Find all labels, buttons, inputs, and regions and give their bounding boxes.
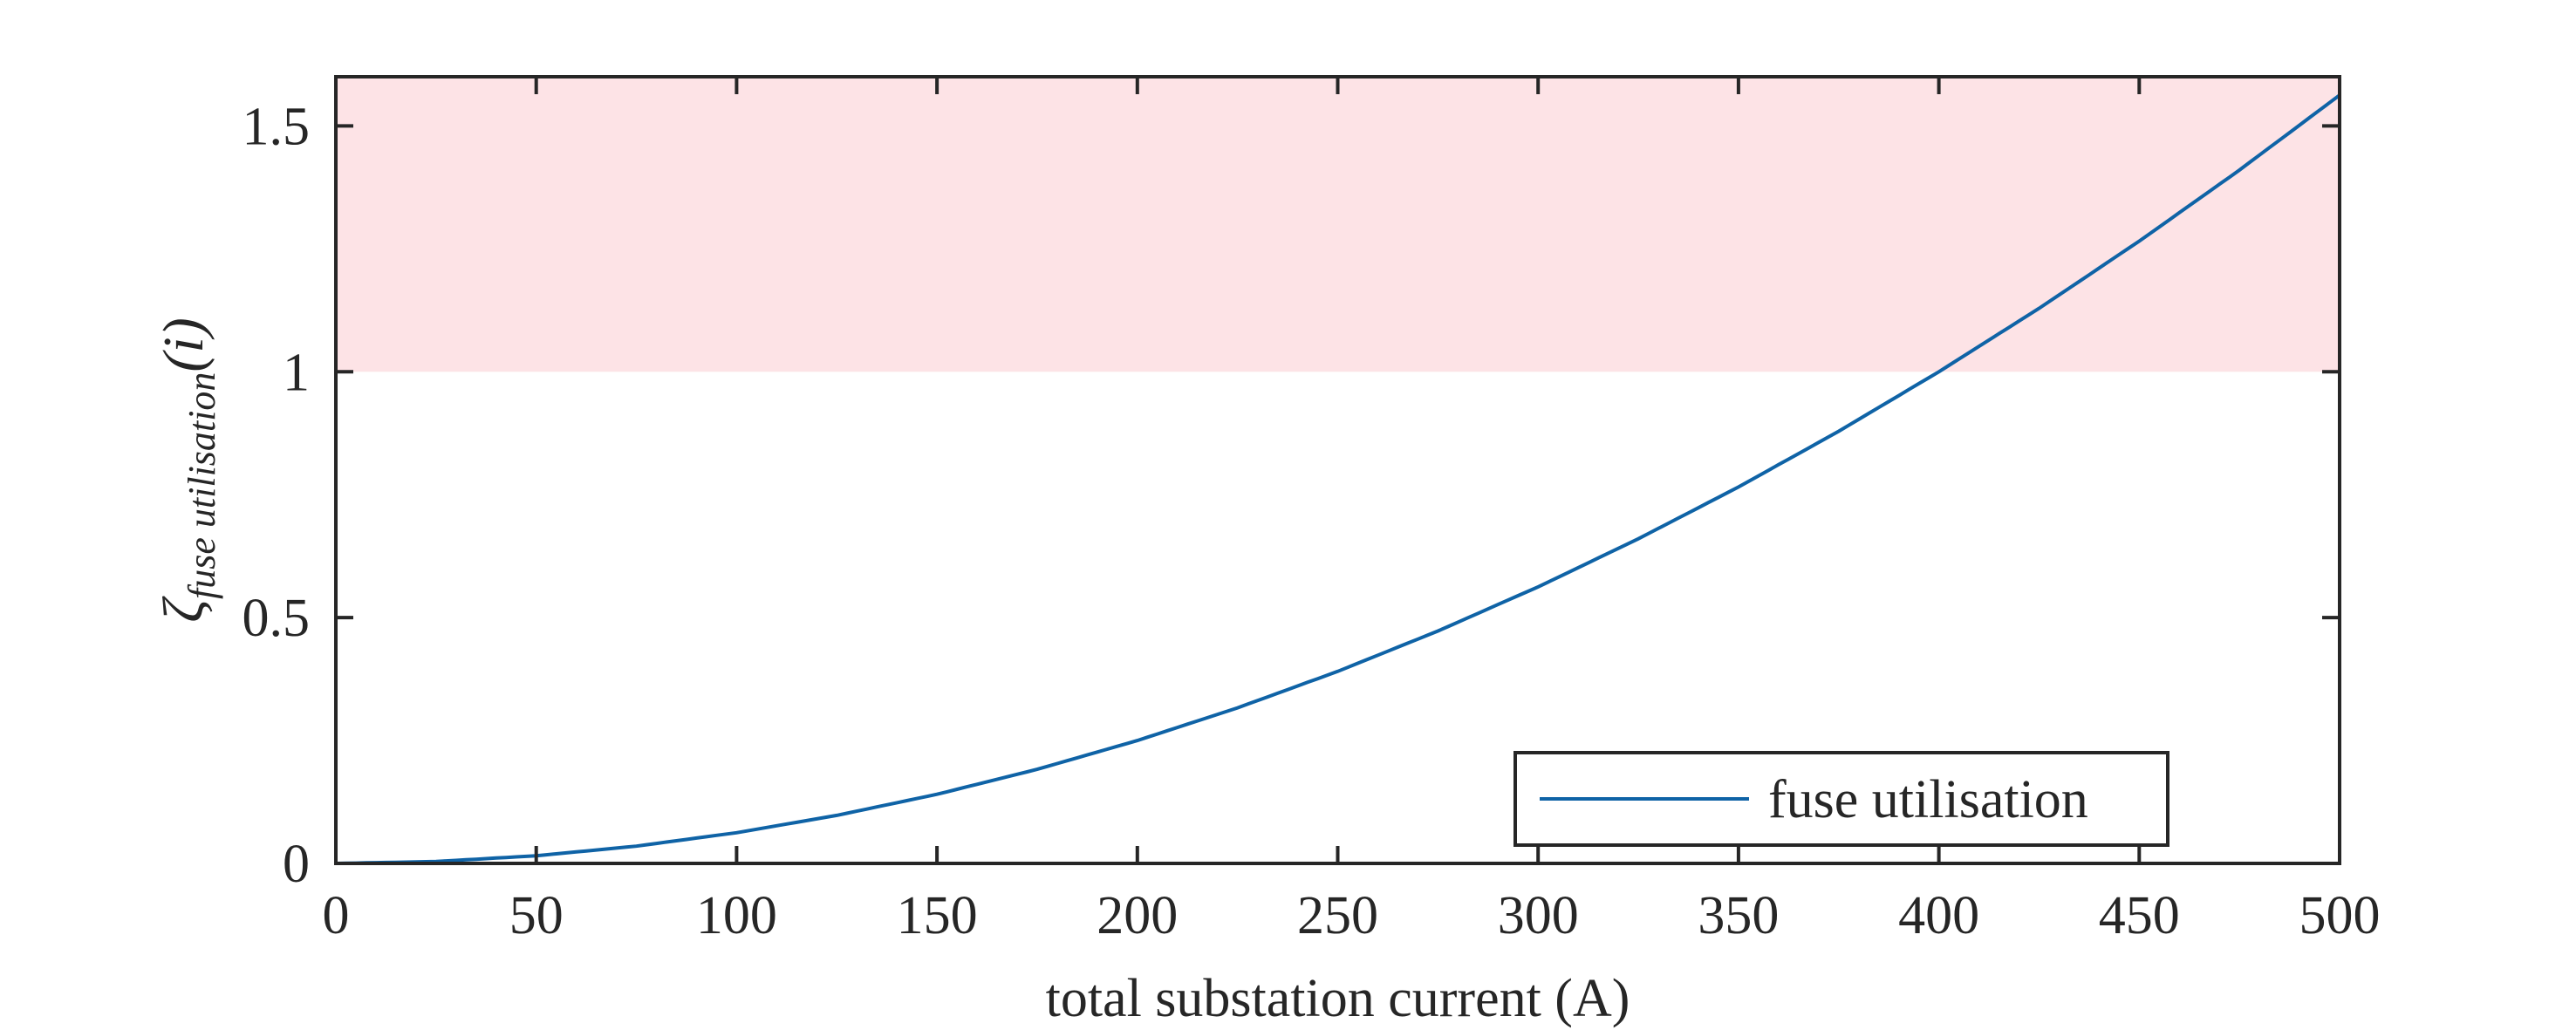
x-tick-label: 150: [897, 886, 978, 945]
x-tick-label: 350: [1698, 886, 1779, 945]
shaded-region-layer: [336, 77, 2340, 372]
series-line-0: [335, 93, 2341, 865]
x-tick-label: 50: [509, 886, 564, 945]
y-axis-label-symbol: ζ: [152, 596, 215, 623]
y-tick-label: 1.5: [243, 97, 311, 156]
x-tick-label: 250: [1297, 886, 1378, 945]
y-tick-label: 0: [283, 835, 310, 894]
x-tick-label: 400: [1898, 886, 1979, 945]
legend-label: fuse utilisation: [1768, 770, 2088, 829]
y-axis-label-argument: (i): [152, 317, 215, 372]
x-tick-label: 300: [1498, 886, 1579, 945]
x-tick-label: 500: [2299, 886, 2381, 945]
x-tick-label: 450: [2099, 886, 2180, 945]
legend: fuse utilisation: [1513, 751, 2169, 847]
x-tick-label: 0: [323, 886, 350, 945]
x-tick-label: 200: [1097, 886, 1178, 945]
x-tick-label: 100: [696, 886, 777, 945]
y-axis-label-subscript: fuse utilisation: [181, 372, 223, 599]
ticks-layer: [334, 77, 2341, 865]
x-axis-label: total substation current (A): [1046, 969, 1630, 1028]
series-layer: [335, 93, 2341, 865]
tick-labels-layer: 0 50 100 150 200 250 300 350 400 450 500 0 0.5 1 1.5: [243, 97, 2381, 945]
y-tick-label: 0.5: [243, 589, 311, 648]
y-tick-label: 1: [283, 343, 310, 402]
shaded-overload-region: [336, 77, 2340, 372]
y-axis-label: ζfuse utilisation(i): [152, 317, 223, 622]
